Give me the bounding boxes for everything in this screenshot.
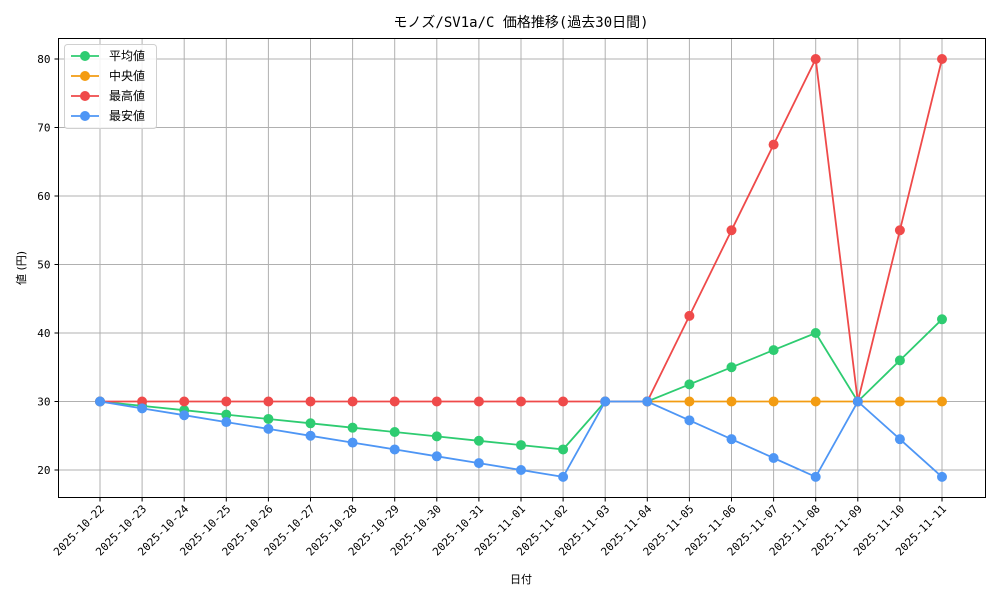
y-tick-label: 80: [37, 53, 50, 66]
plot-frame: [58, 38, 986, 498]
data-point: [389, 396, 400, 407]
data-point: [684, 310, 695, 321]
legend-label: 最安値: [109, 108, 145, 123]
data-point: [558, 396, 569, 407]
y-tick-label: 20: [37, 464, 50, 477]
y-tick-label: 70: [37, 122, 50, 135]
data-point: [937, 314, 947, 325]
data-point: [642, 396, 653, 407]
data-point: [431, 396, 442, 407]
legend-box: [64, 44, 157, 129]
data-point: [937, 54, 947, 64]
data-point: [473, 396, 484, 407]
data-point: [768, 453, 779, 464]
legend-label: 平均値: [109, 48, 145, 63]
legend-label: 中央値: [109, 68, 145, 83]
data-point: [473, 435, 484, 446]
data-point: [473, 458, 484, 469]
data-point: [726, 434, 737, 445]
legend-marker: [80, 71, 90, 81]
data-point: [221, 396, 232, 407]
data-point: [726, 362, 737, 373]
data-point: [894, 225, 905, 236]
y-axis-ticks: 20 30 40 50 60 70 80: [37, 53, 59, 477]
data-point: [558, 471, 569, 482]
data-point: [221, 417, 232, 428]
data-series: [95, 54, 947, 482]
legend-marker: [80, 111, 90, 121]
data-point: [431, 431, 442, 442]
data-point: [558, 444, 569, 455]
data-point: [516, 440, 526, 451]
data-point: [768, 345, 779, 356]
y-tick-label: 30: [37, 396, 50, 409]
data-point: [305, 418, 316, 429]
data-point: [894, 396, 905, 407]
data-point: [347, 422, 358, 433]
data-point: [726, 225, 737, 236]
data-point: [937, 471, 947, 482]
y-tick-label: 60: [37, 190, 50, 203]
data-point: [263, 413, 274, 424]
data-point: [894, 355, 905, 366]
data-point: [768, 139, 779, 150]
data-point: [137, 396, 148, 407]
x-axis-label: 日付: [510, 573, 532, 586]
data-point: [389, 444, 400, 455]
data-point: [768, 396, 779, 407]
grid-lines: [58, 38, 986, 498]
data-point: [937, 396, 947, 407]
legend-marker: [80, 91, 90, 101]
data-point: [516, 465, 526, 475]
data-point: [347, 437, 358, 448]
data-point: [95, 396, 105, 407]
legend-label: 最高値: [109, 88, 145, 103]
data-point: [684, 379, 695, 390]
data-point: [684, 415, 695, 426]
data-point: [305, 396, 316, 407]
data-point: [894, 434, 905, 445]
data-point: [810, 54, 821, 64]
data-point: [305, 430, 316, 441]
data-point: [221, 409, 232, 420]
data-point: [810, 328, 821, 338]
data-point: [684, 396, 695, 407]
y-axis-label: 値 (円): [15, 251, 28, 285]
data-point: [179, 396, 190, 407]
data-point: [431, 451, 442, 462]
data-point: [726, 396, 737, 407]
data-point: [600, 396, 611, 407]
data-point: [347, 396, 358, 407]
data-point: [516, 396, 526, 407]
chart-title: モノズ/SV1a/C 価格推移(過去30日間): [393, 15, 648, 31]
data-point: [810, 471, 821, 482]
series-中央値: [642, 396, 947, 407]
data-point: [179, 410, 190, 421]
x-axis-ticks: 2025-10-222025-10-232025-10-242025-10-25…: [51, 497, 949, 558]
data-point: [263, 396, 274, 407]
legend-marker: [80, 51, 90, 61]
y-tick-label: 40: [37, 327, 50, 340]
data-point: [389, 426, 400, 437]
data-point: [810, 396, 821, 407]
data-point: [263, 423, 274, 434]
series-最安値: [95, 396, 947, 482]
data-point: [137, 403, 148, 414]
y-tick-label: 50: [37, 259, 50, 272]
data-point: [852, 396, 863, 407]
